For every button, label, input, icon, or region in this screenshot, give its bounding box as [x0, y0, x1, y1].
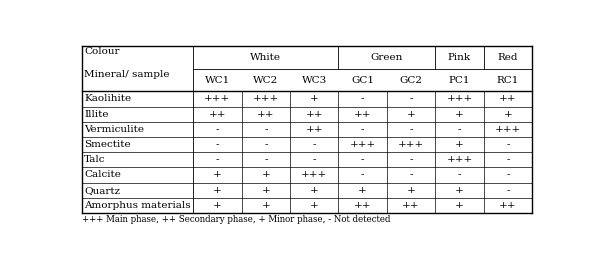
Text: -: - [506, 186, 510, 195]
Text: -: - [458, 125, 461, 134]
Text: Pink: Pink [448, 53, 471, 62]
Text: Illite: Illite [84, 110, 108, 119]
Text: ++: ++ [305, 125, 323, 134]
Text: +++: +++ [398, 140, 424, 149]
Text: -: - [361, 125, 364, 134]
Text: +: + [455, 140, 464, 149]
Text: Mineral/ sample: Mineral/ sample [84, 70, 170, 79]
Text: +: + [310, 95, 319, 104]
Text: -: - [506, 140, 510, 149]
Text: ++: ++ [403, 201, 420, 210]
Text: GC2: GC2 [400, 76, 422, 85]
Text: ++: ++ [354, 201, 371, 210]
Text: +: + [213, 170, 222, 179]
Text: ++: ++ [499, 95, 517, 104]
Text: +++: +++ [446, 155, 473, 164]
Text: +++: +++ [253, 95, 279, 104]
Text: +: + [310, 201, 319, 210]
Text: -: - [216, 125, 219, 134]
Text: -: - [361, 155, 364, 164]
Text: +: + [407, 186, 416, 195]
Text: -: - [264, 140, 268, 149]
Text: -: - [506, 170, 510, 179]
Text: +: + [261, 186, 270, 195]
Text: +++: +++ [495, 125, 521, 134]
Text: -: - [216, 155, 219, 164]
Text: Amorphus materials: Amorphus materials [84, 201, 191, 210]
Text: +++: +++ [204, 95, 231, 104]
Text: White: White [250, 53, 282, 62]
Text: PC1: PC1 [449, 76, 470, 85]
Text: -: - [264, 155, 268, 164]
Text: +: + [455, 201, 464, 210]
Text: +: + [407, 110, 416, 119]
Text: -: - [458, 170, 461, 179]
Text: Smectite: Smectite [84, 140, 131, 149]
Text: +: + [504, 110, 512, 119]
Text: ++: ++ [257, 110, 274, 119]
Text: +++: +++ [350, 140, 376, 149]
Text: Red: Red [498, 53, 518, 62]
Text: +: + [455, 186, 464, 195]
Text: -: - [361, 170, 364, 179]
Text: Colour: Colour [84, 48, 120, 56]
Text: ++: ++ [305, 110, 323, 119]
Text: WC3: WC3 [302, 76, 327, 85]
Text: -: - [506, 155, 510, 164]
Text: +++: +++ [446, 95, 473, 104]
Text: -: - [409, 125, 413, 134]
Text: +: + [358, 186, 367, 195]
Text: ++: ++ [499, 201, 517, 210]
Text: WC2: WC2 [253, 76, 279, 85]
Text: +: + [261, 201, 270, 210]
Text: WC1: WC1 [205, 76, 230, 85]
Text: +: + [213, 201, 222, 210]
Text: ++: ++ [354, 110, 371, 119]
Text: -: - [409, 95, 413, 104]
Text: +++ Main phase, ++ Secondary phase, + Minor phase, - Not detected: +++ Main phase, ++ Secondary phase, + Mi… [82, 215, 391, 224]
Text: Calcite: Calcite [84, 170, 121, 179]
Text: +: + [455, 110, 464, 119]
Text: -: - [313, 140, 316, 149]
Text: GC1: GC1 [351, 76, 374, 85]
Text: -: - [313, 155, 316, 164]
Text: +: + [213, 186, 222, 195]
Text: +: + [261, 170, 270, 179]
Text: RC1: RC1 [497, 76, 519, 85]
Text: -: - [361, 95, 364, 104]
Text: +++: +++ [301, 170, 328, 179]
Text: Kaolihite: Kaolihite [84, 95, 131, 104]
Text: Vermiculite: Vermiculite [84, 125, 144, 134]
Text: ++: ++ [208, 110, 226, 119]
Text: Green: Green [371, 53, 403, 62]
Text: -: - [409, 155, 413, 164]
Text: -: - [409, 170, 413, 179]
Text: -: - [216, 140, 219, 149]
Text: +: + [310, 186, 319, 195]
Text: Quartz: Quartz [84, 186, 120, 195]
Text: -: - [264, 125, 268, 134]
Text: Talc: Talc [84, 155, 105, 164]
